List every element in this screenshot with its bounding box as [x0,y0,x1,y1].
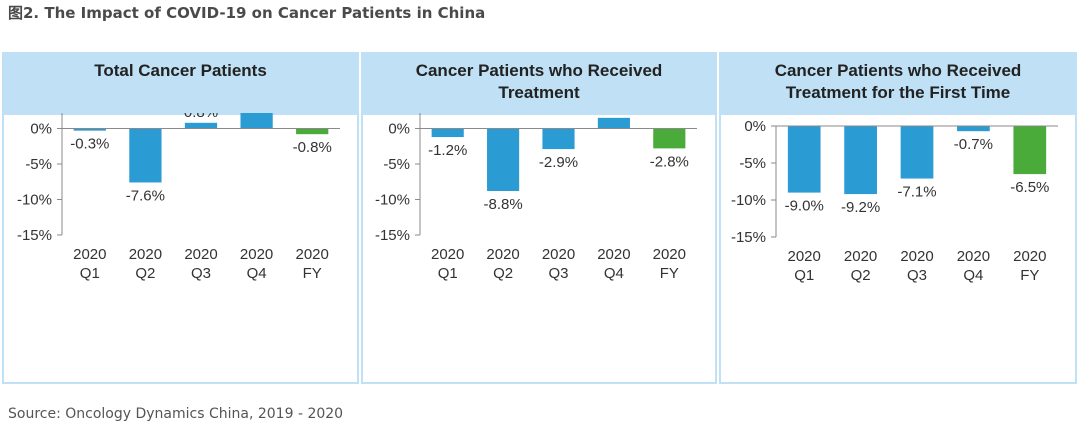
x-tick-label-year: 2020 [542,246,575,263]
bar [487,128,520,191]
figure-title: 图2. The Impact of COVID-19 on Cancer Pat… [8,4,486,22]
chart-treated-patients: 5%0%-5%-10%-15%-1.2%2020Q1-8.8%2020Q2-2.… [375,85,697,282]
x-tick-label-year: 2020 [597,246,630,263]
chart-total-patients: 5%0%-5%-10%-15%-0.3%2020Q1-7.6%2020Q20.8… [17,83,340,282]
x-tick-label-year: 2020 [1013,248,1046,265]
x-tick-label-period: Q3 [548,265,568,282]
panel-title: Cancer Patients who Received Treatment [415,61,663,102]
x-tick-label-period: Q2 [135,265,155,282]
panel-body: 5%0%-5%-10%-15%-1.2%2020Q1-8.8%2020Q2-2.… [361,85,717,384]
data-label: -7.6% [126,187,165,204]
data-label: -9.0% [785,198,824,215]
bar [184,122,218,129]
x-tick-label-period: Q2 [493,265,513,282]
x-tick-label-year: 2020 [129,246,162,263]
x-tick-label-year: 2020 [184,246,217,263]
data-label: -2.8% [650,153,689,170]
bar [1013,126,1047,175]
y-tick-label: -10% [375,192,410,209]
data-label: -9.2% [841,199,880,216]
data-label: -1.2% [428,142,467,159]
bar [129,128,162,183]
x-tick-label-year: 2020 [788,248,821,265]
data-label: 1.5% [597,113,631,116]
y-tick-label: -15% [375,227,410,244]
bar [844,126,877,195]
x-tick-label-year: 2020 [486,246,519,263]
data-label: -7.1% [897,184,936,201]
data-label: 0.8% [184,113,218,121]
y-tick-label: -10% [17,192,52,209]
bar [73,128,106,131]
x-tick-label-period: FY [1020,267,1039,284]
x-tick-label-period: FY [660,265,679,282]
panel-body: 5%0%-5%-10%-15%-0.3%2020Q1-7.6%2020Q20.8… [2,83,359,384]
bar [900,126,934,179]
bar [240,101,273,129]
panel-title: Cancer Patients who Received Treatment f… [774,61,1022,102]
source-note: Source: Oncology Dynamics China, 2019 - … [8,406,344,422]
x-tick-label-year: 2020 [844,248,877,265]
panel-body: 0% -5% -10% -15% -9.0% 2020 Q1 -9.2% 2020 Q2 -7.1%… [719,113,1077,384]
y-tick-label: -15% [731,229,766,246]
x-tick-label-year: 2020 [240,246,273,263]
panel-header: Total Cancer Patients [2,52,359,113]
x-tick-label-year: 2020 [431,246,464,263]
data-label: -8.8% [484,196,523,213]
x-tick-label-year: 2020 [653,246,686,263]
data-label: -6.5% [1010,179,1049,196]
x-tick-label-period: Q1 [794,267,814,284]
panel-treated-patients: Cancer Patients who Received Treatment 5… [361,52,717,384]
x-tick-label-period: Q3 [907,267,927,284]
x-tick-label-period: Q4 [247,265,267,282]
x-tick-label-year: 2020 [296,246,329,263]
x-tick-label-period: FY [303,265,322,282]
panel-header: Cancer Patients who Received Treatment f… [719,52,1077,113]
bar [542,128,575,150]
x-tick-label-period: Q4 [604,265,624,282]
y-tick-label: -5% [739,155,766,172]
y-tick-label: -5% [383,156,410,173]
y-tick-label: 0% [744,118,766,135]
x-tick-label-year: 2020 [73,246,106,263]
bar [296,128,329,135]
y-tick-label: 0% [30,121,52,138]
panel-total-patients: Total Cancer Patients 5%0%-5%-10%-15%-0.… [2,52,359,384]
panel-title: Total Cancer Patients [94,61,267,80]
bar [787,126,821,193]
y-tick-label: -5% [25,156,52,173]
x-tick-label-period: Q1 [438,265,458,282]
data-label: -0.8% [293,139,332,156]
chart-first-time-treated: 0% -5% -10% -15% -9.0% 2020 Q1 -9.2% 2020 Q2 -7.1%… [731,118,1058,284]
x-tick-label-period: Q2 [851,267,871,284]
data-label: -2.9% [539,154,578,171]
y-tick-label: -10% [731,192,766,209]
bar [431,128,464,138]
x-tick-label-period: Q1 [80,265,100,282]
panel-first-time-treated: Cancer Patients who Received Treatment f… [719,52,1077,384]
x-tick-label-year: 2020 [957,248,990,265]
x-tick-label-period: Q3 [191,265,211,282]
y-tick-label: 0% [388,121,410,138]
bar [597,117,630,129]
data-label: -0.7% [954,136,993,153]
panel-header: Cancer Patients who Received Treatment [361,52,717,113]
y-tick-label: -15% [17,227,52,244]
bar [653,128,686,149]
data-label: -0.3% [70,136,109,153]
x-tick-label-period: Q4 [963,267,983,284]
bar [957,126,990,132]
x-tick-label-year: 2020 [900,248,933,265]
